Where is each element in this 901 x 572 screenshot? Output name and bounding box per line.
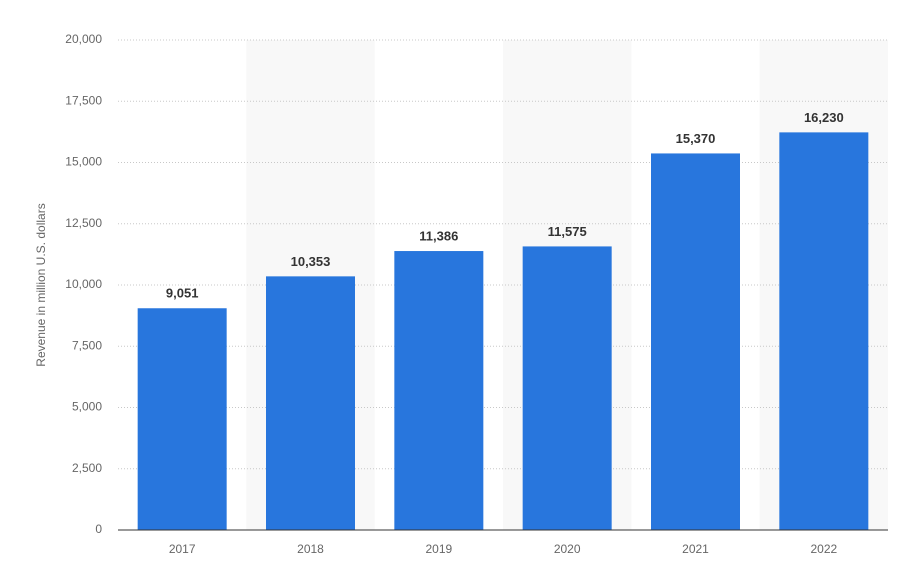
x-tick-label: 2020 <box>554 542 581 556</box>
y-tick-label: 12,500 <box>65 216 102 230</box>
bar <box>394 251 484 530</box>
y-tick-label: 5,000 <box>72 400 102 414</box>
bar <box>779 132 869 531</box>
y-tick-label: 20,000 <box>65 32 102 46</box>
y-tick-label: 7,500 <box>72 338 102 352</box>
x-tick-label: 2022 <box>810 542 837 556</box>
bar <box>651 153 740 530</box>
x-tick-label: 2019 <box>425 542 452 556</box>
value-label: 15,370 <box>676 131 716 146</box>
x-tick-label: 2018 <box>297 542 324 556</box>
value-label: 9,051 <box>166 286 199 301</box>
y-tick-label: 0 <box>95 522 102 536</box>
value-label: 11,386 <box>419 228 458 243</box>
y-tick-label: 17,500 <box>65 93 102 107</box>
bar <box>266 276 355 530</box>
y-axis-label: Revenue in million U.S. dollars <box>34 203 48 366</box>
x-tick-label: 2017 <box>169 542 196 556</box>
bar <box>137 308 227 530</box>
y-tick-label: 15,000 <box>65 155 102 169</box>
value-label: 16,230 <box>804 110 844 125</box>
y-tick-label: 2,500 <box>72 461 102 475</box>
x-tick-label: 2021 <box>682 542 709 556</box>
value-label: 10,353 <box>291 254 331 269</box>
bar <box>522 246 612 530</box>
value-label: 11,575 <box>548 224 587 239</box>
y-tick-label: 10,000 <box>65 277 102 291</box>
